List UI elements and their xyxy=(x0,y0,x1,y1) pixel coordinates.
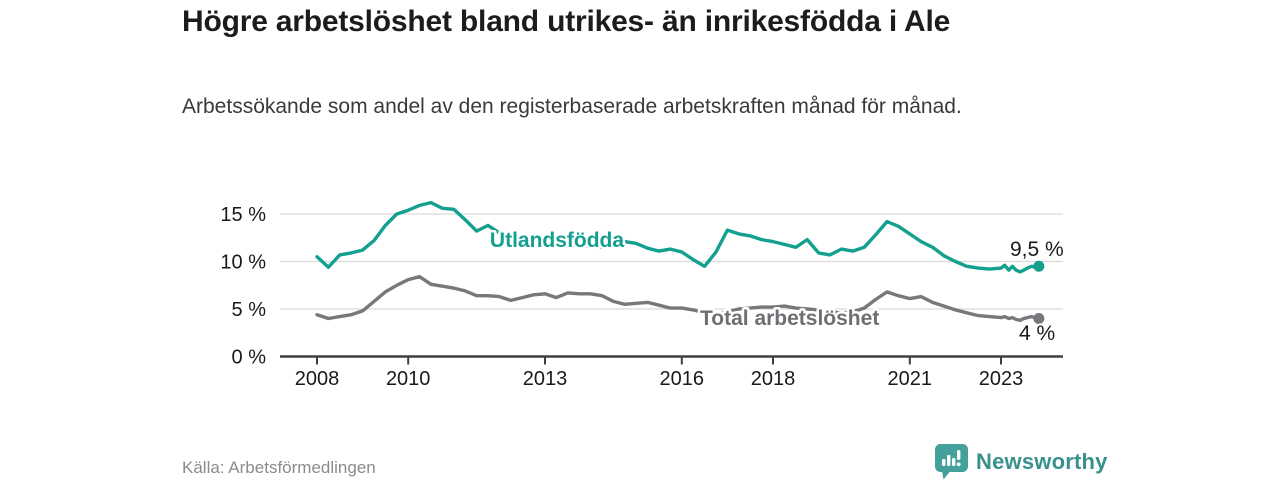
x-axis-label-2021: 2021 xyxy=(888,368,933,390)
y-axis-label-5: 5 % xyxy=(232,299,267,321)
x-axis-label-2010: 2010 xyxy=(386,368,431,390)
series-end-dot-utlandsfodda xyxy=(1033,260,1045,272)
x-axis-label-2018: 2018 xyxy=(751,368,796,390)
series-line-utlandsfodda xyxy=(315,200,1041,274)
newsworthy-logo-icon xyxy=(935,444,968,480)
x-axis-label-2008: 2008 xyxy=(295,368,340,390)
series-line-total xyxy=(315,275,1041,323)
series-label-total: Total arbetslöshet xyxy=(700,307,879,330)
series-end-dot-total xyxy=(1033,313,1045,324)
source-text: Källa: Arbetsförmedlingen xyxy=(182,458,376,477)
newsworthy-wordmark: Newsworthy xyxy=(976,449,1108,474)
end-value-label-utlandsfodda: 9,5 % xyxy=(1010,238,1064,261)
y-axis-label-15: 15 % xyxy=(220,204,266,226)
end-value-label-total: 4 % xyxy=(1019,322,1055,345)
y-axis-label-10: 10 % xyxy=(220,252,266,274)
x-axis-label-2013: 2013 xyxy=(523,368,568,390)
x-axis-label-2023: 2023 xyxy=(979,368,1024,390)
y-axis-label-0: 0 % xyxy=(232,347,267,369)
series-label-utlandsfodda: Utlandsfödda xyxy=(490,229,624,252)
chart-title: Högre arbetslöshet bland utrikes- än inr… xyxy=(182,5,951,38)
chart-subtitle: Arbetssökande som andel av den registerb… xyxy=(182,95,962,118)
x-axis-label-2016: 2016 xyxy=(660,368,705,390)
newsworthy-logo: Newsworthy xyxy=(935,444,1108,480)
